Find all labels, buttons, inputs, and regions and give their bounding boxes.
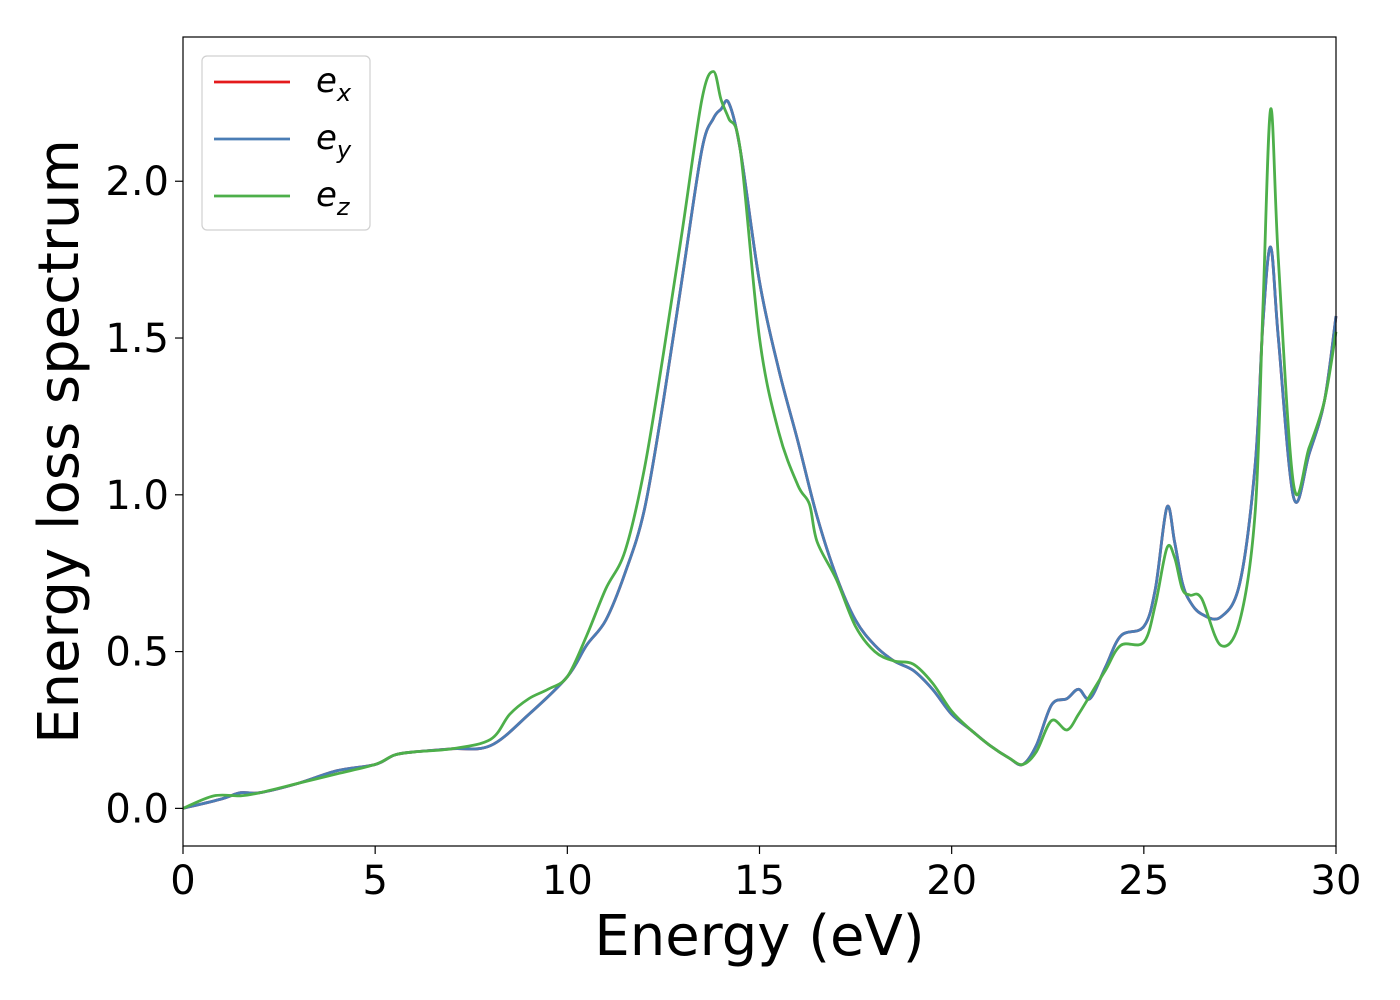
series-line-e-z bbox=[182, 70, 1338, 810]
y-axis: 0.0 0.5 1.0 1.5 2.0 bbox=[105, 159, 183, 832]
y-tick-label: 1.5 bbox=[105, 316, 169, 362]
legend-box bbox=[201, 55, 371, 231]
y-axis-label: Energy loss spectrum bbox=[27, 139, 92, 744]
x-axis-label: Energy (eV) bbox=[594, 904, 924, 969]
x-tick-label: 5 bbox=[362, 858, 387, 904]
series-layer bbox=[182, 70, 1338, 810]
x-tick-label: 15 bbox=[734, 858, 785, 904]
y-tick-label: 0.5 bbox=[105, 630, 169, 676]
x-tick-label: 10 bbox=[542, 858, 593, 904]
x-tick-label: 20 bbox=[926, 858, 977, 904]
x-axis: 0 5 10 15 20 25 30 bbox=[170, 846, 1361, 904]
legend: ex ey ez bbox=[201, 55, 371, 231]
legend-label-e-y: ey bbox=[316, 118, 352, 164]
y-tick-label: 2.0 bbox=[105, 159, 169, 205]
x-tick-label: 30 bbox=[1311, 858, 1362, 904]
legend-label-e-x: ex bbox=[316, 61, 352, 107]
y-tick-label: 1.0 bbox=[105, 473, 169, 519]
legend-label-e-z: ez bbox=[316, 175, 351, 221]
y-tick-label: 0.0 bbox=[105, 786, 169, 832]
x-tick-label: 0 bbox=[170, 858, 195, 904]
x-tick-label: 25 bbox=[1118, 858, 1169, 904]
